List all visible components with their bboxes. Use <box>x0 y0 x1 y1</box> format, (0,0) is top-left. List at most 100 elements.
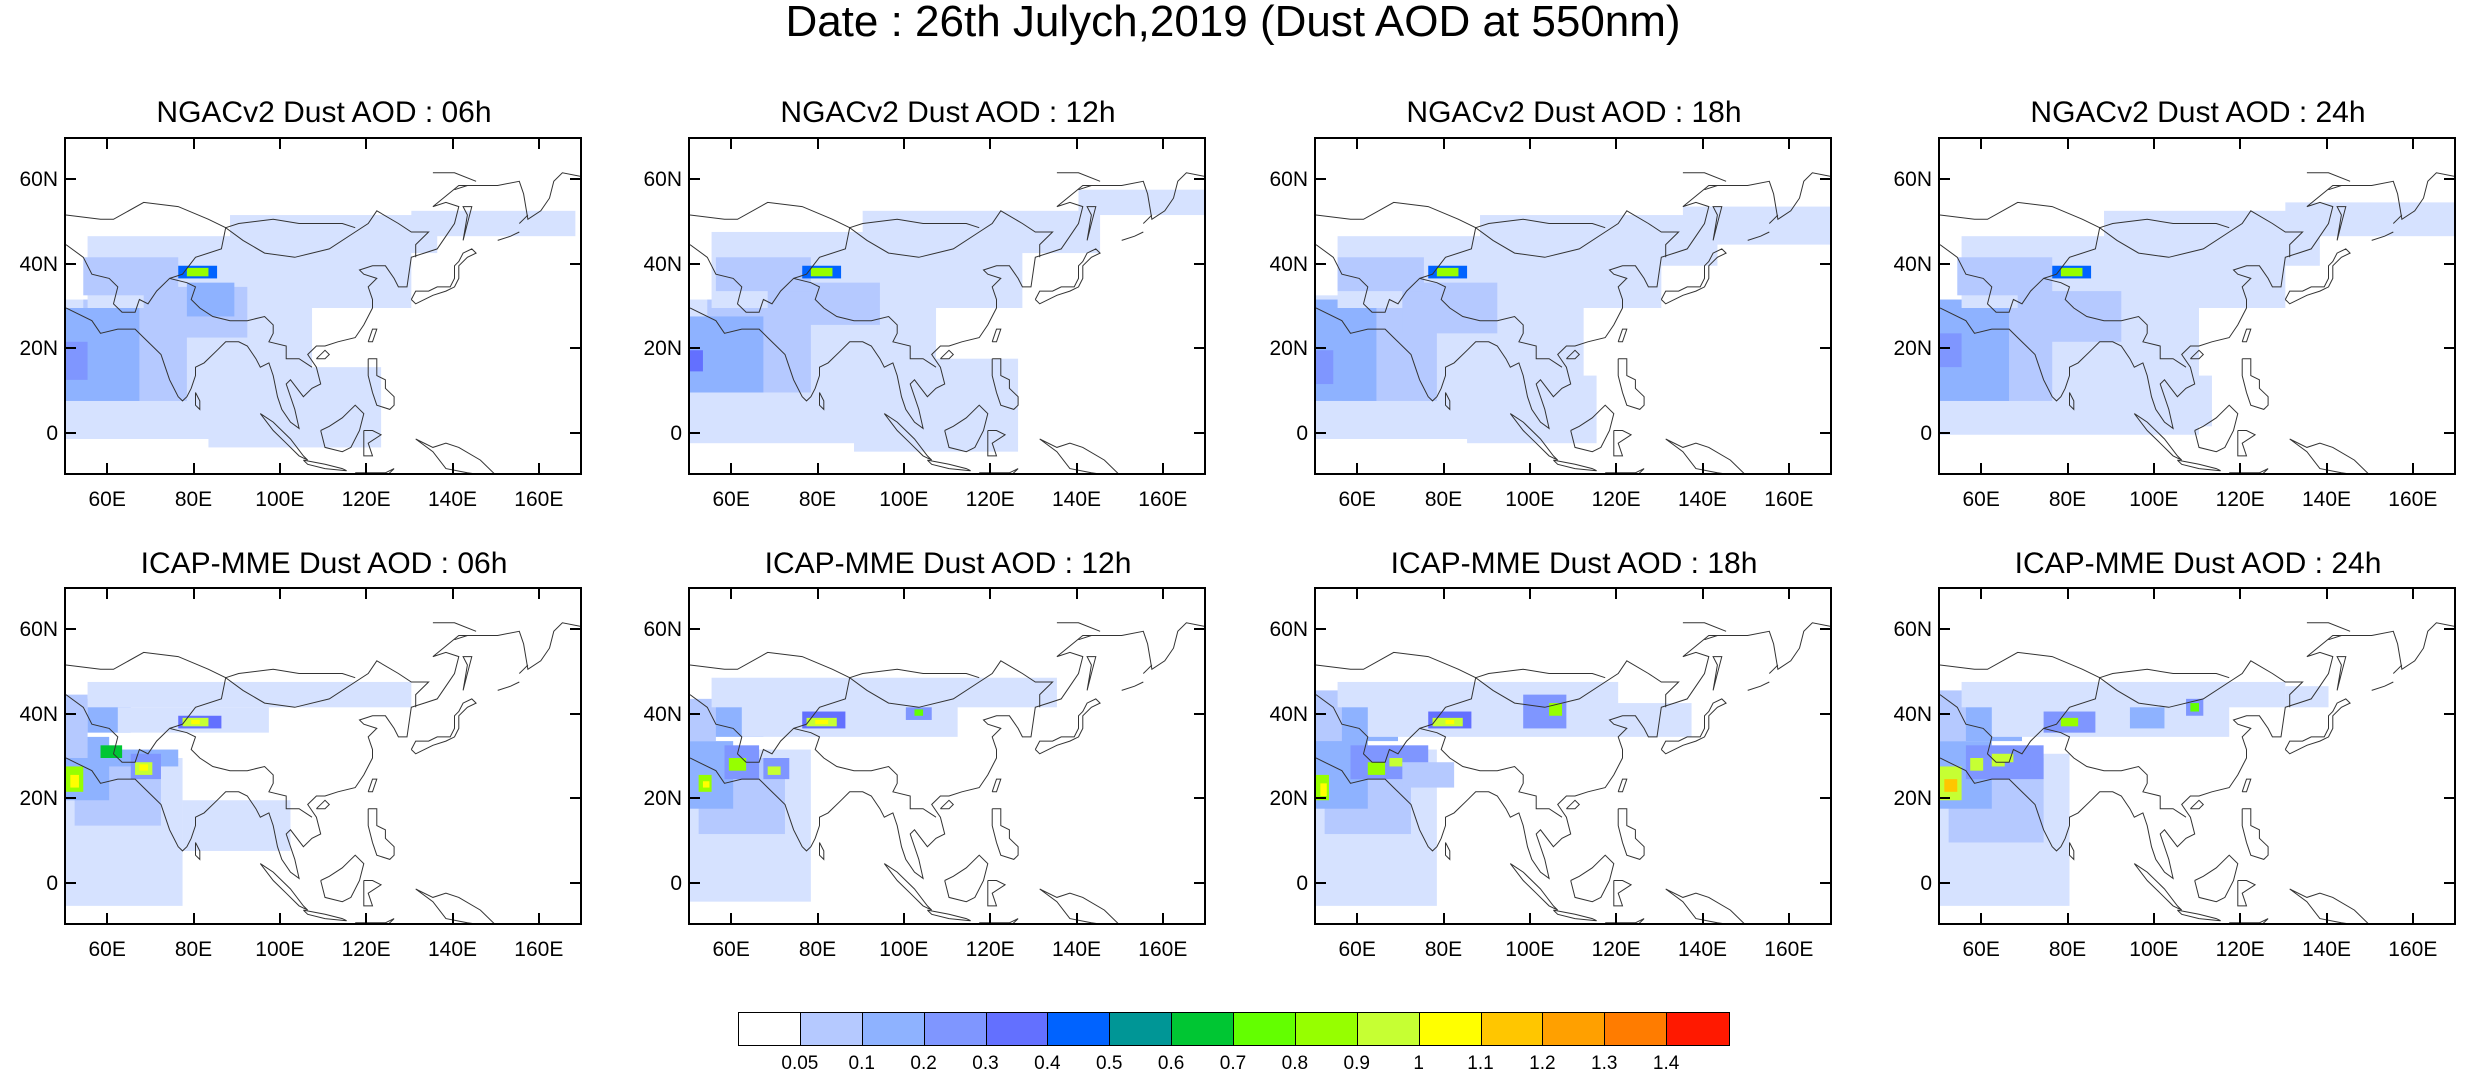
coastline <box>2194 854 2239 903</box>
coastline <box>1660 248 1727 305</box>
lon-tick-label: 120E <box>965 488 1015 511</box>
colorbar-swatch <box>738 1012 802 1046</box>
lat-tick-left <box>1316 347 1326 350</box>
lon-tick-bottom <box>2239 913 2242 923</box>
coastline <box>303 909 347 922</box>
lon-tick-bottom <box>989 463 992 473</box>
coastline <box>1056 172 1101 182</box>
dust-plume-layer <box>690 677 1057 902</box>
lat-tick-right <box>1194 881 1204 884</box>
lat-tick-left <box>1316 628 1326 631</box>
lon-tick-top <box>1615 139 1618 149</box>
lon-tick-top <box>1356 589 1359 599</box>
aod-cell <box>810 267 833 277</box>
lat-tick-left <box>66 347 76 350</box>
lat-tick-label: 20N <box>1269 787 1308 811</box>
coastline <box>793 660 1054 729</box>
coastline <box>1613 430 1633 457</box>
lat-tick-right <box>2444 628 2454 631</box>
aod-cell <box>208 367 382 448</box>
map-frame <box>64 137 582 475</box>
lat-tick-label: 0 <box>670 871 682 895</box>
colorbar-label: 0.1 <box>848 1053 875 1074</box>
coastline <box>66 651 226 679</box>
aod-cell <box>186 267 209 277</box>
aod-cell <box>66 341 88 380</box>
panel-title: NGACv2 Dust AOD : 24h <box>2030 96 2366 129</box>
aod-cell <box>191 719 200 725</box>
lat-tick-left <box>1940 797 1950 800</box>
coastline <box>979 468 1019 473</box>
coastline <box>1316 244 1563 368</box>
coastline <box>1316 172 1830 430</box>
aod-cell <box>1337 681 1619 708</box>
coastline <box>1940 244 2187 368</box>
lat-tick-right <box>1820 431 1830 434</box>
lon-tick-label: 140E <box>2301 938 2352 961</box>
coastline <box>2328 185 2342 191</box>
coastline <box>2069 842 2075 861</box>
aod-cell <box>1367 762 1386 775</box>
lon-tick-top <box>2152 589 2155 599</box>
aod-cell <box>2129 707 2165 729</box>
coastline <box>2194 404 2239 453</box>
aod-cell <box>66 694 88 758</box>
colorbar-label: 1 <box>1413 1053 1424 1074</box>
lon-tick-label: 120E <box>341 938 391 961</box>
lon-tick-label: 140E <box>1677 938 1728 961</box>
lon-tick-top <box>1161 139 1164 149</box>
colorbar-swatch <box>861 1012 926 1046</box>
aod-cell <box>1320 783 1327 797</box>
aod-cell <box>715 257 811 292</box>
lat-tick-right <box>570 712 580 715</box>
coastline <box>66 694 313 818</box>
lon-tick-bottom <box>730 463 733 473</box>
coastline <box>1617 808 1645 860</box>
coastline <box>195 842 201 861</box>
coastline <box>497 681 520 691</box>
coastline <box>2177 459 2221 472</box>
aod-cell <box>862 210 1101 254</box>
lat-tick-label: 40N <box>1269 252 1308 276</box>
colorbar-label: 1.2 <box>1529 1053 1556 1074</box>
colorbar-label: 0.6 <box>1157 1053 1185 1074</box>
coastline <box>1445 392 1451 411</box>
coastline <box>2284 698 2351 755</box>
lat-tick-right <box>1820 347 1830 350</box>
colorbar-label: 1.4 <box>1652 1053 1680 1074</box>
coastline <box>690 172 1204 430</box>
coastline <box>2043 210 2304 279</box>
lat-tick-right <box>570 881 580 884</box>
colorbar-swatch <box>923 1012 987 1046</box>
lon-tick-bottom <box>2152 913 2155 923</box>
lon-tick-top <box>365 589 368 599</box>
lon-tick-bottom <box>1615 463 1618 473</box>
panel-title: NGACv2 Dust AOD : 12h <box>780 96 1116 129</box>
lon-tick-top <box>1075 139 1078 149</box>
lat-tick-left <box>690 881 700 884</box>
coastline <box>259 413 309 461</box>
coastline <box>2043 660 2304 729</box>
lon-tick-bottom <box>1980 463 1983 473</box>
dust-plume-layer <box>1940 681 2329 906</box>
lat-tick-right <box>1194 178 1204 181</box>
lon-tick-top <box>989 589 992 599</box>
lon-tick-top <box>730 139 733 149</box>
coastline <box>2241 328 2252 343</box>
lat-tick-right <box>2444 178 2454 181</box>
colorbar-swatch <box>1294 1012 1359 1046</box>
coastline <box>2133 413 2183 461</box>
coastline <box>1940 651 2100 679</box>
lon-tick-label: 120E <box>1591 938 1641 961</box>
map-panel: ICAP-MME Dust AOD : 18h 60N 40N 20N 0 60E 80E 1… <box>1269 549 1832 985</box>
coastline <box>415 888 495 923</box>
coastline <box>1617 358 1645 410</box>
aod-cell <box>2082 375 2212 427</box>
lat-tick-right <box>570 431 580 434</box>
lat-tick-left <box>1316 431 1326 434</box>
lat-tick-label: 20N <box>643 337 682 361</box>
lat-tick-left <box>1940 881 1950 884</box>
coastline <box>2190 349 2205 360</box>
coastline <box>2306 622 2351 632</box>
coastline <box>991 808 1019 860</box>
